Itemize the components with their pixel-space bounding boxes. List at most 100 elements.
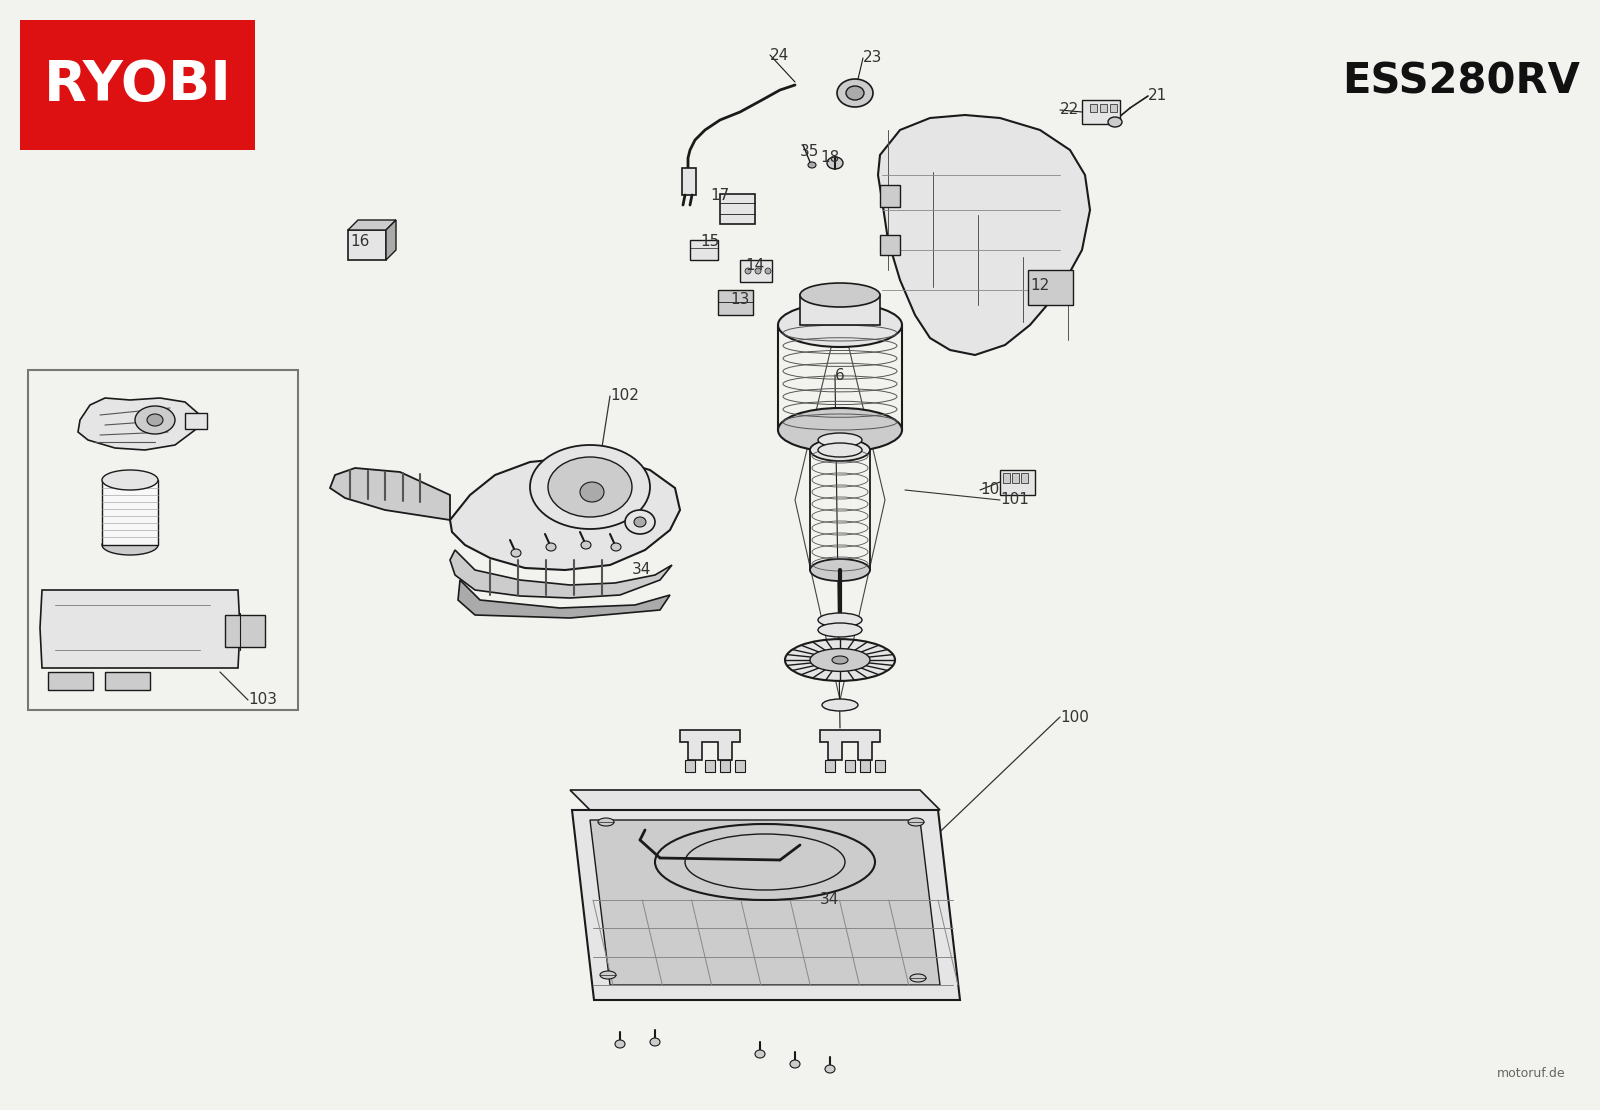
Bar (349, 230, 386, 260)
Bar (1082, 100, 1120, 124)
Bar (739, 260, 771, 282)
Bar (734, 760, 746, 771)
Polygon shape (78, 398, 200, 450)
Ellipse shape (818, 433, 862, 447)
Ellipse shape (909, 818, 925, 826)
Ellipse shape (826, 1064, 835, 1073)
Text: 103: 103 (248, 693, 277, 707)
Bar (1003, 473, 1010, 483)
Ellipse shape (102, 470, 158, 490)
Ellipse shape (746, 268, 750, 274)
Ellipse shape (846, 85, 864, 100)
Text: 102: 102 (610, 388, 638, 404)
Bar (1000, 470, 1035, 495)
Polygon shape (878, 115, 1090, 355)
Ellipse shape (837, 79, 874, 107)
Ellipse shape (778, 303, 902, 347)
Ellipse shape (910, 973, 926, 982)
Bar (1013, 473, 1019, 483)
Polygon shape (102, 480, 158, 545)
Bar (186, 413, 206, 428)
Ellipse shape (579, 482, 605, 502)
Polygon shape (819, 730, 880, 760)
Ellipse shape (818, 443, 862, 457)
Ellipse shape (822, 699, 858, 712)
Bar (226, 615, 266, 647)
Text: 15: 15 (701, 234, 720, 250)
Text: 13: 13 (730, 293, 749, 307)
Ellipse shape (634, 517, 646, 527)
Bar (845, 760, 854, 771)
Polygon shape (349, 220, 397, 230)
Ellipse shape (600, 971, 616, 979)
Ellipse shape (810, 438, 870, 461)
Polygon shape (40, 591, 240, 668)
Ellipse shape (510, 549, 522, 557)
Ellipse shape (827, 157, 843, 169)
Text: 6: 6 (835, 367, 845, 383)
Polygon shape (458, 581, 670, 618)
Bar (800, 295, 880, 325)
Polygon shape (573, 810, 960, 1000)
Ellipse shape (614, 1040, 626, 1048)
Text: 18: 18 (819, 151, 840, 165)
Text: 35: 35 (800, 144, 819, 160)
Bar (1027, 270, 1074, 305)
Ellipse shape (598, 818, 614, 826)
Ellipse shape (611, 543, 621, 551)
Polygon shape (330, 468, 450, 519)
Ellipse shape (147, 414, 163, 426)
Bar (1101, 104, 1107, 112)
Polygon shape (590, 820, 941, 985)
Bar (861, 760, 870, 771)
Bar (880, 185, 899, 206)
Polygon shape (570, 790, 941, 810)
Ellipse shape (581, 541, 590, 549)
Ellipse shape (626, 509, 654, 534)
Text: 101: 101 (1000, 493, 1029, 507)
Ellipse shape (832, 656, 848, 664)
Text: 23: 23 (862, 50, 882, 65)
Ellipse shape (755, 1050, 765, 1058)
Bar (718, 290, 754, 315)
Bar (720, 194, 755, 224)
Ellipse shape (800, 283, 880, 307)
Bar (685, 760, 694, 771)
Ellipse shape (530, 445, 650, 529)
Bar (875, 760, 885, 771)
Text: ESS280RV: ESS280RV (1342, 60, 1581, 102)
Ellipse shape (790, 1060, 800, 1068)
Text: 16: 16 (350, 234, 370, 250)
Text: 14: 14 (746, 258, 765, 272)
Polygon shape (386, 220, 397, 260)
Bar (880, 235, 899, 255)
Polygon shape (450, 549, 672, 598)
Text: 24: 24 (770, 48, 789, 62)
Text: 22: 22 (1059, 102, 1080, 118)
Ellipse shape (778, 408, 902, 452)
Bar (1090, 104, 1098, 112)
Ellipse shape (755, 268, 762, 274)
Ellipse shape (810, 559, 870, 581)
Text: motoruf.de: motoruf.de (1496, 1067, 1565, 1080)
Ellipse shape (808, 162, 816, 168)
Text: 100: 100 (1059, 709, 1090, 725)
Ellipse shape (547, 457, 632, 517)
Bar (106, 672, 150, 690)
Ellipse shape (650, 1038, 661, 1046)
Ellipse shape (786, 639, 894, 680)
Ellipse shape (818, 623, 862, 637)
Ellipse shape (102, 535, 158, 555)
Text: 10: 10 (979, 483, 1000, 497)
Bar (826, 760, 835, 771)
Bar (690, 240, 718, 260)
Polygon shape (680, 730, 739, 760)
Text: 12: 12 (1030, 278, 1050, 293)
Text: 34: 34 (819, 892, 840, 908)
Ellipse shape (546, 543, 557, 551)
Ellipse shape (818, 613, 862, 627)
Text: 34: 34 (632, 563, 651, 577)
Bar (706, 760, 715, 771)
Polygon shape (450, 458, 680, 571)
Ellipse shape (765, 268, 771, 274)
